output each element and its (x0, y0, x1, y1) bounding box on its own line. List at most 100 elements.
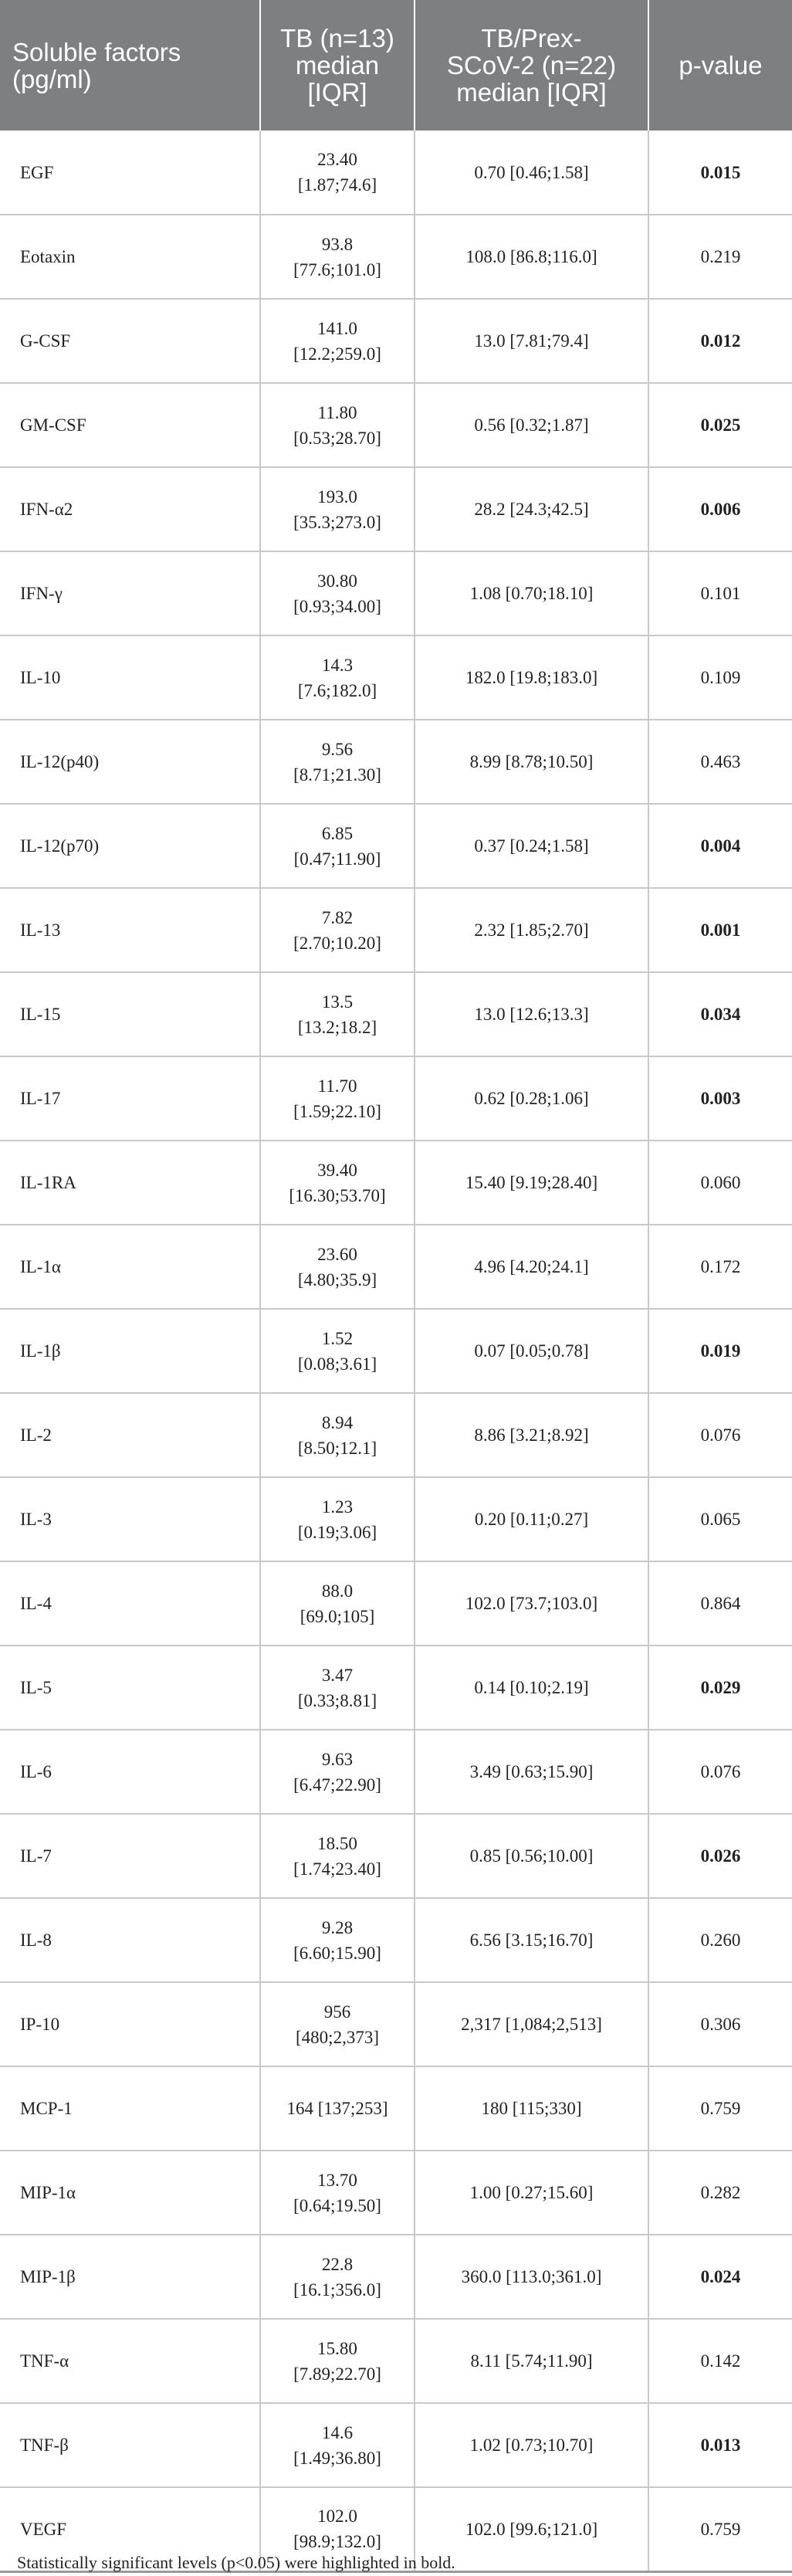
cell-tb-median-iqr: 164 [137;253] (260, 2066, 415, 2151)
cell-soluble-factor: IFN-γ (0, 551, 261, 636)
cell-p-value: 0.260 (648, 1898, 792, 1983)
cell-soluble-factor: EGF (0, 130, 261, 215)
cell-tb-median-iqr: 193.0 [35.3;273.0] (260, 467, 415, 552)
cell-soluble-factor: IL-10 (0, 636, 261, 720)
table-row: IFN-α2 193.0 [35.3;273.0] 28.2 [24.3;42.5]… (0, 467, 792, 552)
cell-tb-prex-median-iqr: 13.0 [12.6;13.3] (415, 972, 649, 1057)
cell-tb-median-iqr: 1.23 [0.19;3.06] (260, 1477, 415, 1562)
cell-tb-prex-median-iqr: 0.14 [0.10;2.19] (415, 1646, 649, 1730)
table-row: IL-1RA 39.40 [16.30;53.70] 15.40 [9.19;28.… (0, 1141, 792, 1225)
cell-soluble-factor: G-CSF (0, 299, 261, 384)
table-row: IL-6 9.63 [6.47;22.90] 3.49 [0.63;15.90] 0.… (0, 1730, 792, 1815)
table-row: IL-12(p70) 6.85 [0.47;11.90] 0.37 [0.24;1.… (0, 804, 792, 889)
cell-tb-prex-median-iqr: 2,317 [1,084;2,513] (415, 1982, 649, 2067)
table-row: IL-15 13.5 [13.2;18.2] 13.0 [12.6;13.3] 0.0… (0, 972, 792, 1057)
table-row: IFN-γ 30.80 [0.93;34.00] 1.08 [0.70;18.10]… (0, 551, 792, 636)
cell-tb-prex-median-iqr: 0.56 [0.32;1.87] (415, 383, 649, 468)
table-row: IL-1β 1.52 [0.08;3.61] 0.07 [0.05;0.78] 0.0… (0, 1309, 792, 1394)
cell-soluble-factor: IL-5 (0, 1646, 261, 1730)
cell-soluble-factor: IFN-α2 (0, 467, 261, 552)
cell-soluble-factor: Eotaxin (0, 215, 261, 300)
cell-tb-prex-median-iqr: 8.11 [5.74;11.90] (415, 2319, 649, 2404)
cell-tb-prex-median-iqr: 13.0 [7.81;79.4] (415, 299, 649, 384)
cell-tb-prex-median-iqr: 0.62 [0.28;1.06] (415, 1056, 649, 1141)
table-row: MCP-1 164 [137;253] 180 [115;330] 0.759 (0, 2066, 792, 2151)
table-row: GM-CSF 11.80 [0.53;28.70] 0.56 [0.32;1.87]… (0, 383, 792, 468)
cell-tb-median-iqr: 18.50 [1.74;23.40] (260, 1814, 415, 1899)
cell-soluble-factor: MIP-1α (0, 2151, 261, 2235)
cell-p-value: 0.004 (648, 804, 792, 889)
cell-tb-prex-median-iqr: 3.49 [0.63;15.90] (415, 1730, 649, 1815)
cell-tb-median-iqr: 14.6 [1.49;36.80] (260, 2403, 415, 2488)
cell-tb-prex-median-iqr: 108.0 [86.8;116.0] (415, 215, 649, 300)
cell-soluble-factor: IL-2 (0, 1393, 261, 1478)
header-soluble-factors: Soluble factors (pg/ml) (0, 0, 261, 130)
table-row: TNF-β 14.6 [1.49;36.80] 1.02 [0.73;10.70] 0… (0, 2403, 792, 2488)
table-row: IL-17 11.70 [1.59;22.10] 0.62 [0.28;1.06] 0… (0, 1056, 792, 1141)
cell-p-value: 0.013 (648, 2403, 792, 2488)
cell-tb-median-iqr: 22.8 [16.1;356.0] (260, 2235, 415, 2320)
cell-tb-median-iqr: 3.47 [0.33;8.81] (260, 1646, 415, 1730)
cell-tb-median-iqr: 1.52 [0.08;3.61] (260, 1309, 415, 1394)
cell-tb-median-iqr: 9.56 [8.71;21.30] (260, 720, 415, 805)
table-row: VEGF 102.0 [98.9;132.0] 102.0 [99.6;121.0]… (0, 2487, 792, 2573)
cell-tb-median-iqr: 11.80 [0.53;28.70] (260, 383, 415, 468)
cell-tb-median-iqr: 6.85 [0.47;11.90] (260, 804, 415, 889)
cell-p-value: 0.026 (648, 1814, 792, 1899)
cell-tb-prex-median-iqr: 360.0 [113.0;361.0] (415, 2235, 649, 2320)
table-row: EGF 23.40 [1.87;74.6] 0.70 [0.46;1.58] 0.01… (0, 130, 792, 215)
cell-p-value: 0.463 (648, 720, 792, 805)
cell-p-value: 0.076 (648, 1730, 792, 1815)
cell-tb-median-iqr: 8.94 [8.50;12.1] (260, 1393, 415, 1478)
cell-tb-median-iqr: 13.5 [13.2;18.2] (260, 972, 415, 1057)
cell-tb-median-iqr: 9.63 [6.47;22.90] (260, 1730, 415, 1815)
cell-soluble-factor: IL-17 (0, 1056, 261, 1141)
table-row: IP-10 956 [480;2,373] 2,317 [1,084;2,513] 0… (0, 1982, 792, 2067)
cell-tb-prex-median-iqr: 1.08 [0.70;18.10] (415, 551, 649, 636)
cell-soluble-factor: IL-8 (0, 1898, 261, 1983)
cell-tb-median-iqr: 30.80 [0.93;34.00] (260, 551, 415, 636)
cell-tb-median-iqr: 23.40 [1.87;74.6] (260, 130, 415, 215)
cell-tb-prex-median-iqr: 1.02 [0.73;10.70] (415, 2403, 649, 2488)
cell-tb-median-iqr: 11.70 [1.59;22.10] (260, 1056, 415, 1141)
cell-soluble-factor: IL-7 (0, 1814, 261, 1899)
cell-tb-median-iqr: 7.82 [2.70;10.20] (260, 888, 415, 973)
cell-p-value: 0.759 (648, 2066, 792, 2151)
cell-p-value: 0.060 (648, 1141, 792, 1225)
cell-tb-median-iqr: 93.8 [77.6;101.0] (260, 215, 415, 300)
header-tb: TB (n=13) median [IQR] (260, 0, 415, 130)
cell-p-value: 0.109 (648, 636, 792, 720)
cell-tb-prex-median-iqr: 180 [115;330] (415, 2066, 649, 2151)
table-row: MIP-1β 22.8 [16.1;356.0] 360.0 [113.0;361.… (0, 2235, 792, 2320)
cell-p-value: 0.015 (648, 130, 792, 215)
cell-soluble-factor: IP-10 (0, 1982, 261, 2067)
cell-p-value: 0.282 (648, 2151, 792, 2235)
cell-tb-prex-median-iqr: 8.86 [3.21;8.92] (415, 1393, 649, 1478)
table-row: Eotaxin 93.8 [77.6;101.0] 108.0 [86.8;116.… (0, 215, 792, 300)
cell-soluble-factor: IL-1α (0, 1225, 261, 1310)
cell-tb-prex-median-iqr: 102.0 [73.7;103.0] (415, 1561, 649, 1646)
table-row: IL-10 14.3 [7.6;182.0] 182.0 [19.8;183.0] 0… (0, 636, 792, 720)
cell-tb-prex-median-iqr: 0.37 [0.24;1.58] (415, 804, 649, 889)
cell-tb-median-iqr: 14.3 [7.6;182.0] (260, 636, 415, 720)
cell-soluble-factor: MIP-1β (0, 2235, 261, 2320)
cell-tb-prex-median-iqr: 182.0 [19.8;183.0] (415, 636, 649, 720)
cell-tb-median-iqr: 88.0 [69.0;105] (260, 1561, 415, 1646)
table-row: MIP-1α 13.70 [0.64;19.50] 1.00 [0.27;15.60… (0, 2151, 792, 2235)
table-footnote: Statistically significant levels (p<0.05… (17, 2553, 455, 2572)
cell-tb-prex-median-iqr: 0.70 [0.46;1.58] (415, 130, 649, 215)
cell-tb-median-iqr: 13.70 [0.64;19.50] (260, 2151, 415, 2235)
cell-tb-prex-median-iqr: 0.85 [0.56;10.00] (415, 1814, 649, 1899)
cell-p-value: 0.006 (648, 467, 792, 552)
header-p-value: p-value (648, 0, 792, 130)
cell-soluble-factor: IL-3 (0, 1477, 261, 1562)
table-row: IL-1α 23.60 [4.80;35.9] 4.96 [4.20;24.1] 0.… (0, 1225, 792, 1310)
cell-tb-prex-median-iqr: 0.07 [0.05;0.78] (415, 1309, 649, 1394)
cell-p-value: 0.306 (648, 1982, 792, 2067)
cell-p-value: 0.001 (648, 888, 792, 973)
header-row: Soluble factors (pg/ml) TB (n=13) median… (0, 0, 792, 130)
table-body: EGF 23.40 [1.87;74.6] 0.70 [0.46;1.58] 0.01… (0, 130, 792, 2573)
cell-p-value: 0.076 (648, 1393, 792, 1478)
